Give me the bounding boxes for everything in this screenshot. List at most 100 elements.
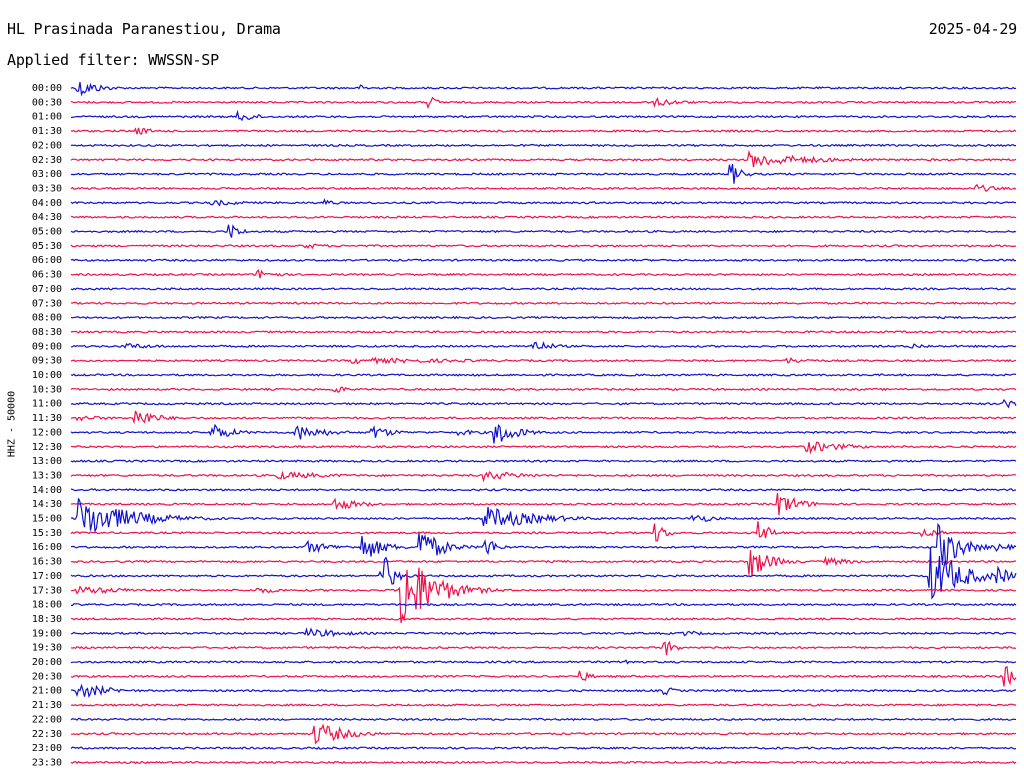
trace-line — [70, 127, 1017, 136]
time-label: 16:00 — [32, 542, 62, 553]
trace-line — [70, 459, 1017, 463]
trace-line — [70, 423, 1017, 444]
time-label: 08:00 — [32, 313, 62, 324]
trace-line — [70, 215, 1017, 219]
time-label: 04:00 — [32, 198, 62, 209]
trace-line — [71, 492, 1017, 516]
time-label: 19:00 — [32, 628, 62, 639]
time-label: 13:30 — [32, 470, 62, 481]
time-label: 15:00 — [32, 514, 62, 525]
time-label: 07:30 — [32, 298, 62, 309]
time-label: 22:30 — [32, 729, 62, 740]
time-label: 06:30 — [32, 270, 62, 281]
time-label: 18:30 — [32, 614, 62, 625]
time-label: 19:30 — [32, 643, 62, 654]
trace-line — [70, 398, 1017, 409]
trace-line — [70, 163, 1017, 184]
trace-line — [70, 717, 1017, 722]
time-label: 03:00 — [32, 169, 62, 180]
time-label: 01:00 — [32, 112, 62, 123]
time-label: 22:00 — [32, 714, 62, 725]
trace-line — [70, 723, 1017, 745]
trace-line — [70, 183, 1017, 193]
time-label: 01:30 — [32, 126, 62, 137]
time-label: 15:30 — [32, 528, 62, 539]
time-label: 07:00 — [32, 284, 62, 295]
trace-line — [70, 746, 1017, 750]
time-label: 05:30 — [32, 241, 62, 252]
trace-line — [70, 315, 1017, 320]
date-label: 2025-04-29 — [928, 20, 1018, 38]
time-label: 23:00 — [32, 743, 62, 754]
filter-label: Applied filter: WWSSN-SP — [7, 51, 219, 69]
trace-line — [70, 243, 1017, 250]
time-label: 09:00 — [32, 341, 62, 352]
time-label: 06:00 — [32, 255, 62, 266]
trace-line — [70, 665, 1017, 687]
trace-line — [70, 470, 1017, 483]
time-label: 03:30 — [32, 183, 62, 194]
trace-line — [70, 550, 1017, 577]
time-label: 17:00 — [32, 571, 62, 582]
trace-line — [70, 683, 1017, 699]
trace-line — [71, 602, 1017, 607]
time-label: 09:30 — [32, 356, 62, 367]
trace-line — [70, 386, 1017, 394]
trace-line — [70, 269, 1017, 279]
time-label: 20:30 — [32, 671, 62, 682]
trace-line — [70, 198, 1017, 207]
time-label: 04:30 — [32, 212, 62, 223]
trace-line — [70, 703, 1017, 707]
time-label: 23:30 — [32, 757, 62, 768]
time-label: 10:30 — [32, 384, 62, 395]
trace-line — [70, 143, 1016, 148]
time-label: 11:00 — [32, 399, 62, 410]
trace-line — [70, 640, 1017, 656]
trace-line — [70, 617, 1017, 621]
trace-line — [70, 373, 1017, 377]
trace-line — [70, 522, 1017, 566]
time-label: 12:30 — [32, 442, 62, 453]
trace-line — [70, 82, 1017, 97]
time-label: 16:30 — [32, 557, 62, 568]
time-label: 12:00 — [32, 427, 62, 438]
trace-line — [70, 330, 1017, 334]
time-label: 20:00 — [32, 657, 62, 668]
time-label: 00:00 — [32, 83, 62, 94]
trace-line — [70, 340, 1017, 350]
trace-line — [70, 567, 1017, 624]
time-label: 13:00 — [32, 456, 62, 467]
trace-line — [70, 109, 1016, 122]
trace-line — [70, 498, 1017, 534]
trace-line — [70, 760, 1017, 765]
trace-line — [70, 258, 1017, 262]
trace-line — [70, 224, 1017, 238]
trace-line — [70, 410, 1016, 425]
trace-line — [70, 627, 1017, 638]
time-label: 21:00 — [32, 686, 62, 697]
trace-line — [70, 301, 1017, 305]
trace-line — [70, 149, 1017, 168]
time-label: 14:00 — [32, 485, 62, 496]
trace-line — [70, 488, 1017, 492]
time-label: 08:30 — [32, 327, 62, 338]
station-title: HL Prasinada Paranestiou, Drama — [7, 20, 281, 38]
time-label: 21:30 — [32, 700, 62, 711]
trace-line — [70, 659, 1017, 665]
trace-line — [70, 356, 1017, 365]
trace-line — [70, 96, 1017, 110]
time-label: 10:00 — [32, 370, 62, 381]
trace-line — [70, 521, 1017, 542]
time-label: 05:00 — [32, 227, 62, 238]
trace-line — [70, 547, 1017, 600]
time-label: 14:30 — [32, 499, 62, 510]
time-label: 02:30 — [32, 155, 62, 166]
time-label: 18:00 — [32, 600, 62, 611]
time-label: 11:30 — [32, 413, 62, 424]
trace-line — [70, 287, 1017, 291]
trace-line — [70, 441, 1017, 455]
time-label: 17:30 — [32, 585, 62, 596]
time-label: 00:30 — [32, 97, 62, 108]
time-label: 02:00 — [32, 140, 62, 151]
